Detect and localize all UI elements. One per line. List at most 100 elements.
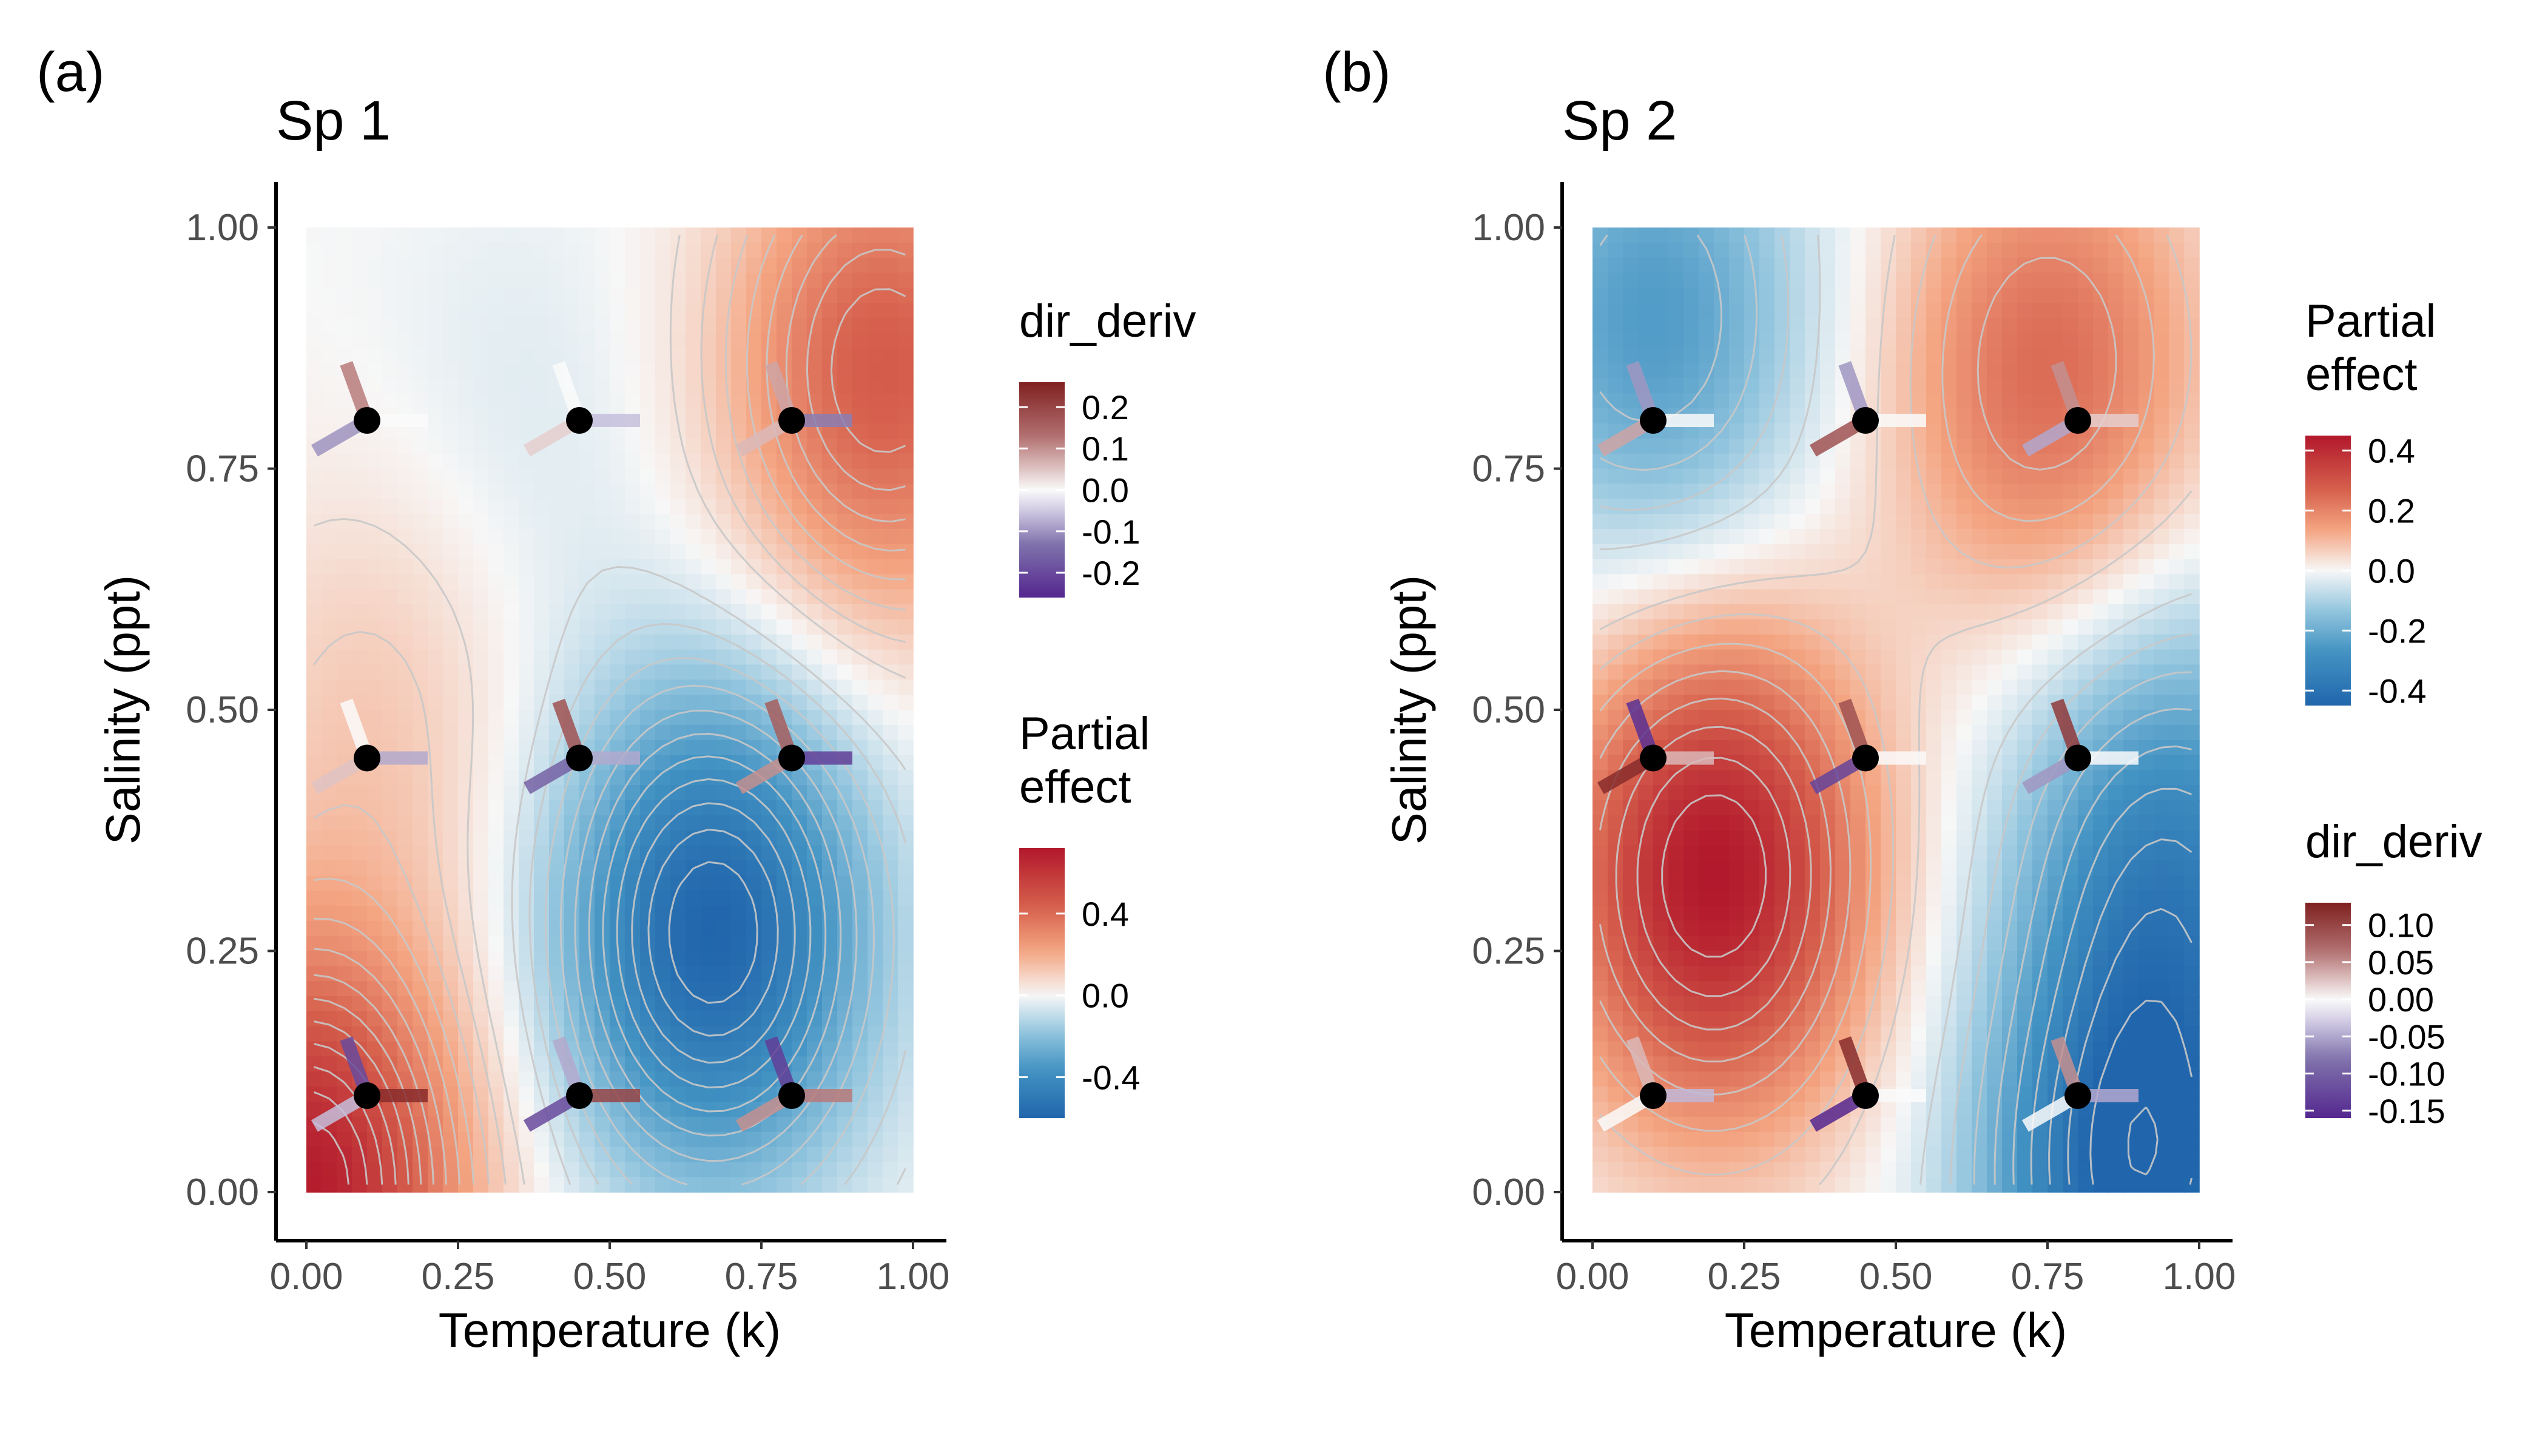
heatmap-cell — [640, 378, 656, 394]
panel-title: Sp 1 — [276, 90, 391, 152]
heatmap-cell — [428, 1087, 443, 1102]
heatmap-cell — [488, 484, 504, 499]
heatmap-cell — [1972, 528, 1987, 545]
heatmap-cell — [337, 830, 352, 846]
heatmap-cell — [443, 634, 459, 650]
heatmap-cell — [519, 815, 534, 831]
heatmap-cell — [337, 785, 352, 801]
heatmap-cell — [428, 528, 443, 545]
heatmap-cell — [731, 378, 747, 394]
heatmap-cell — [306, 378, 322, 394]
heatmap-cell — [322, 528, 337, 545]
heatmap-cell — [1684, 332, 1699, 349]
heatmap-cell — [397, 228, 413, 243]
heatmap-cell — [1790, 679, 1805, 695]
heatmap-cell — [1972, 242, 1987, 258]
heatmap-cell — [306, 1011, 322, 1027]
heatmap-cell — [1592, 378, 1608, 394]
heatmap-cell — [701, 785, 716, 801]
heatmap-cell — [1608, 332, 1623, 349]
heatmap-cell — [1820, 619, 1836, 635]
heatmap-cell — [1972, 664, 1987, 681]
heatmap-cell — [443, 649, 459, 666]
y-tick-label: 0.25 — [186, 931, 259, 972]
heatmap-cell — [701, 1116, 716, 1133]
heatmap-cell — [2093, 1026, 2109, 1042]
heatmap-cell — [1668, 1056, 1684, 1073]
heatmap-cell — [1638, 679, 1654, 695]
heatmap-cell — [1744, 845, 1760, 861]
heatmap-cell — [1987, 935, 2003, 952]
heatmap-cell — [852, 996, 868, 1012]
heatmap-cell — [428, 1162, 443, 1178]
heatmap-cell — [534, 664, 550, 681]
heatmap-cell — [898, 710, 914, 726]
heatmap-cell — [1714, 935, 1730, 952]
heatmap-cell — [519, 257, 534, 274]
heatmap-cell — [488, 544, 504, 560]
heatmap-cell — [1790, 378, 1805, 394]
heatmap-cell — [716, 559, 732, 575]
heatmap-cell — [2078, 920, 2094, 937]
heatmap-cell — [2032, 272, 2048, 289]
heatmap-cell — [1744, 1026, 1760, 1042]
heatmap-cell — [1881, 242, 1896, 258]
heatmap-cell — [1820, 242, 1836, 258]
heatmap-cell — [837, 1041, 853, 1057]
heatmap-cell — [2093, 860, 2109, 877]
heatmap-cell — [1729, 438, 1745, 454]
heatmap-cell — [1987, 257, 2003, 274]
heatmap-cell — [777, 1011, 792, 1027]
heatmap-cell — [1926, 303, 1942, 318]
heatmap-cell — [322, 815, 337, 831]
heatmap-cell — [852, 468, 868, 485]
heatmap-cell — [473, 318, 489, 334]
heatmap-cell — [2093, 514, 2109, 530]
heatmap-cell — [1714, 891, 1730, 906]
heatmap-cell — [1699, 845, 1714, 861]
heatmap-cell — [1759, 649, 1775, 666]
heatmap-cell — [458, 830, 474, 846]
heatmap-cell — [883, 695, 898, 710]
heatmap-cell — [413, 875, 428, 891]
heatmap-cell — [413, 800, 428, 816]
heatmap-cell — [1911, 1011, 1927, 1027]
heatmap-cell — [473, 740, 489, 756]
heatmap-cell — [488, 664, 504, 681]
heatmap-cell — [322, 664, 337, 681]
heatmap-cell — [2138, 800, 2154, 816]
heatmap-cell — [716, 272, 732, 289]
heatmap-cell — [1714, 815, 1730, 831]
heatmap-cell — [382, 604, 398, 620]
heatmap-cell — [1896, 815, 1912, 831]
heatmap-cell — [2017, 710, 2033, 726]
heatmap-cell — [731, 649, 747, 666]
heatmap-cell — [2048, 544, 2063, 560]
panel-2: (b)Sp 20.000.250.500.751.000.00 0.25 0.50 0… — [1323, 41, 2482, 1357]
heatmap-cell — [610, 649, 625, 666]
heatmap-cell — [898, 318, 914, 334]
heatmap-cell — [579, 905, 595, 922]
heatmap-cell — [731, 845, 747, 861]
heatmap-cell — [1714, 332, 1730, 349]
heatmap-cell — [1956, 272, 1972, 289]
heatmap-cell — [1926, 544, 1942, 560]
y-tick-label: 0.00 — [186, 1171, 259, 1213]
heatmap-cell — [868, 272, 883, 289]
heatmap-cell — [898, 830, 914, 846]
heatmap-cell — [2123, 800, 2139, 816]
heatmap-cell — [2032, 755, 2048, 771]
heatmap-cell — [443, 423, 459, 439]
heatmap-cell — [504, 860, 519, 877]
heatmap-cell — [670, 1131, 686, 1148]
heatmap-cell — [2002, 755, 2018, 771]
heatmap-cell — [2108, 438, 2124, 454]
heatmap-cell — [670, 845, 686, 861]
heatmap-cell — [1911, 559, 1927, 575]
heatmap-cell — [1638, 272, 1654, 289]
heatmap-cell — [1956, 1026, 1972, 1042]
heatmap-cell — [2002, 228, 2018, 243]
heatmap-cell — [670, 318, 686, 334]
heatmap-cell — [1820, 664, 1836, 681]
heatmap-cell — [792, 1116, 807, 1133]
